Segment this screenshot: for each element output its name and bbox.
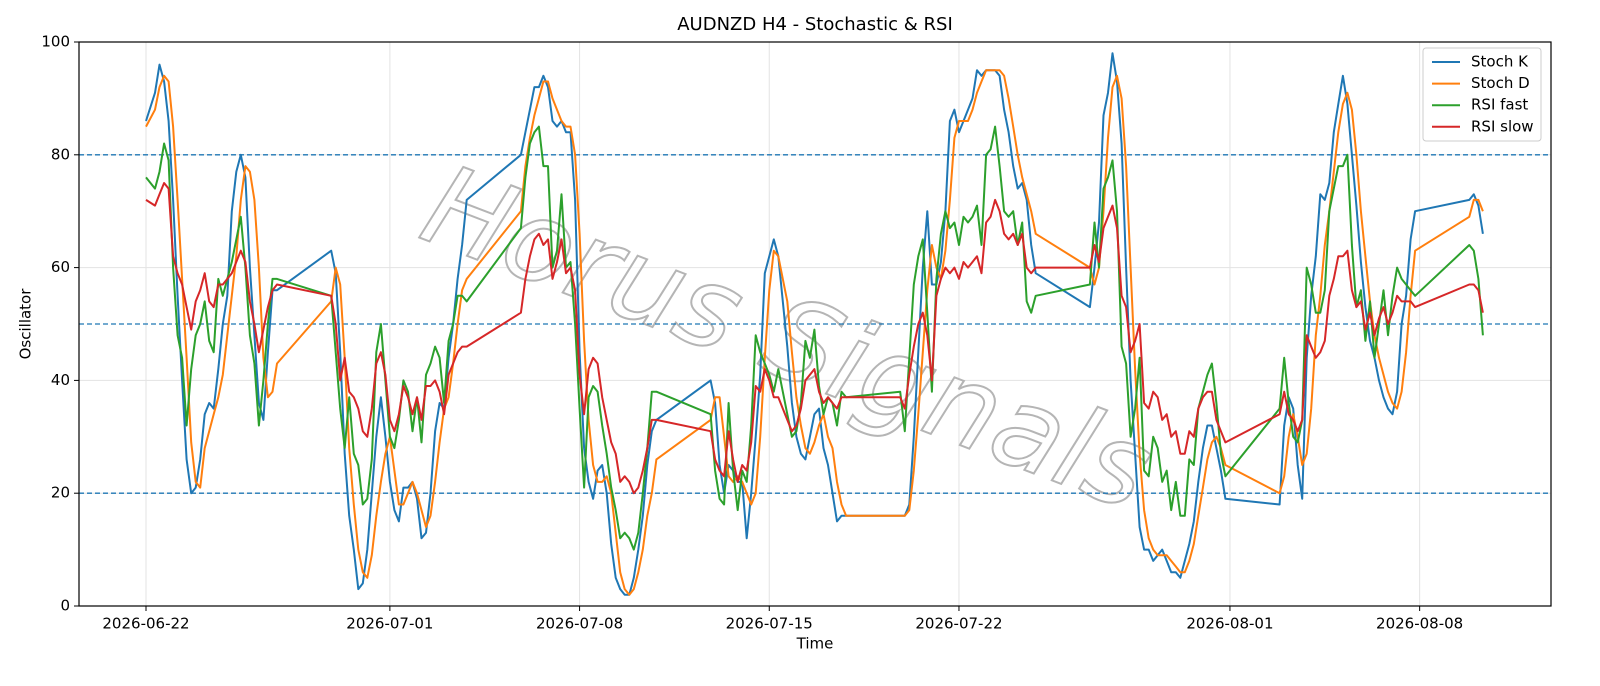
series-line [145,52,1484,596]
plot-area [79,52,1551,596]
y-tick-label: 80 [51,145,70,163]
x-tick-label: 2026-08-08 [1376,615,1463,633]
plot-frame [78,41,1552,607]
chart-title: AUDNZD H4 - Stochastic & RSI [677,14,953,35]
y-tick-label: 0 [60,597,70,615]
legend-label: RSI slow [1471,117,1534,135]
x-tick-label: 2026-06-22 [102,615,189,633]
x-tick-label: 2026-07-15 [726,615,813,633]
x-axis-label: Time [796,635,834,653]
y-tick-label: 100 [41,33,70,51]
legend-label: Stoch D [1471,74,1530,92]
x-tick-label: 2026-07-22 [915,615,1002,633]
legend: Stoch K Stoch D RSI fast RSI slow [1422,47,1542,142]
axes: 0 20 40 60 80 100 2026-06-22 2026-07-01 2026-07-… [41,33,1552,633]
series-line [145,125,1484,551]
series-line [145,182,1484,495]
legend-label: RSI fast [1471,96,1528,114]
legend-label: Stoch K [1471,53,1529,71]
legend-box [1422,47,1542,142]
y-tick-label: 60 [51,258,70,276]
y-tick-label: 40 [51,371,70,389]
x-tick-label: 2026-08-01 [1186,615,1273,633]
y-tick-label: 20 [51,484,70,502]
x-tick-label: 2026-07-08 [536,615,623,633]
y-axis-label: Oscillator [17,288,35,360]
x-tick-label: 2026-07-01 [346,615,433,633]
